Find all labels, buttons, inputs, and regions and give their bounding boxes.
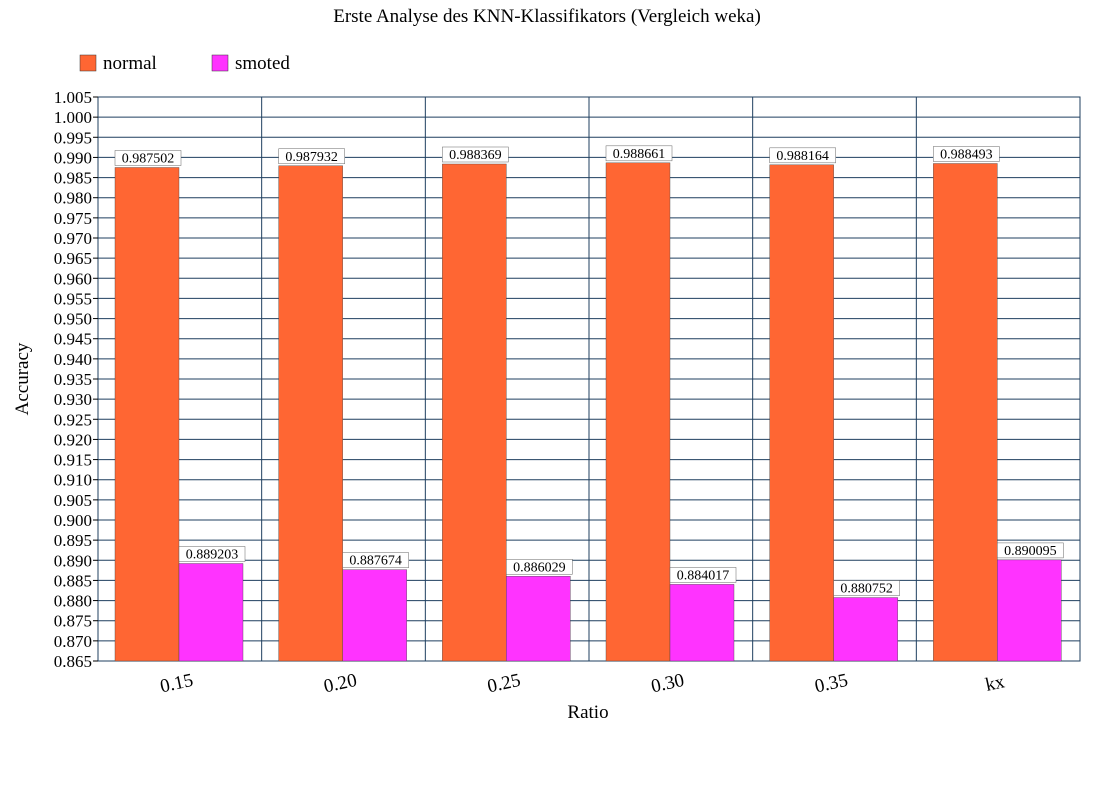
x-tick-label: 0.25 [486,670,523,697]
x-tick-label: 0.35 [813,670,850,697]
y-tick-label: 0.910 [54,471,92,490]
x-tick-label: kx [984,671,1007,696]
y-tick-label: 0.970 [54,229,92,248]
bar-normal [605,162,671,662]
bar-normal [769,164,834,662]
value-label: 0.987502 [122,151,175,166]
y-tick-label: 0.935 [54,370,92,389]
legend-swatch-smoted [211,54,229,72]
y-tick-label: 0.940 [54,350,92,369]
value-label-box [997,542,1064,559]
bar-normal [442,163,507,662]
y-tick-label: 0.870 [54,632,92,651]
y-tick-label: 0.960 [54,269,92,288]
value-label: 0.884017 [677,568,730,583]
value-label: 0.987932 [285,150,338,165]
y-tick-label: 0.980 [54,189,92,208]
y-tick-label: 0.915 [54,451,92,470]
bar-normal [933,163,998,662]
bar-smoted [833,597,898,662]
y-tick-label: 0.975 [54,209,92,228]
y-tick-label: 0.995 [54,128,92,147]
value-label-box [605,145,673,162]
value-label: 0.988369 [449,148,502,163]
value-labels: 0.987502 0.987932 0.988369 0.988661 0.988164… [114,145,1064,597]
y-tick-label: 0.920 [54,430,92,449]
value-label-box [933,146,1000,162]
value-label-box [669,567,737,583]
grid [97,96,1081,662]
y-tick-label: 0.950 [54,310,92,329]
y-tick-label: 0.865 [54,652,92,671]
y-tick-label: 0.965 [54,249,92,268]
value-label-box [114,150,182,166]
y-tick-label: 0.985 [54,169,92,188]
value-label: 0.988661 [613,147,666,162]
value-label: 0.889203 [186,547,239,562]
y-tick-label: 0.955 [54,289,92,308]
value-label-box [442,146,509,163]
y-tick-label: 0.885 [54,571,92,590]
y-tick-label: 0.895 [54,531,92,550]
legend-label-smoted: smoted [235,53,290,74]
x-axis-ticks: 0.15 0.20 0.25 0.30 0.35 kx [158,670,1007,697]
value-label: 0.988493 [940,147,993,162]
legend: normal smoted [79,53,290,74]
bar-smoted [506,576,571,662]
bar-smoted [997,559,1062,662]
legend-swatch-normal [79,54,97,72]
value-label: 0.988164 [776,149,829,164]
bar-smoted [342,569,407,662]
value-label: 0.890095 [1004,544,1057,559]
value-label: 0.886029 [513,560,566,575]
legend-label-normal: normal [103,53,157,74]
y-tick-label: 1.005 [54,88,92,107]
bar-normal [114,167,180,662]
value-label-box [178,546,246,562]
bar-smoted [669,584,735,662]
value-label-box [769,147,836,164]
x-tick-label: 0.15 [158,670,195,697]
y-tick-label: 0.990 [54,148,92,167]
x-tick-label: 0.30 [649,670,686,697]
value-label-box [342,552,409,568]
x-tick-label: 0.20 [322,670,359,697]
y-tick-label: 0.900 [54,511,92,530]
value-label: 0.887674 [349,554,402,569]
value-label: 0.880752 [840,582,893,597]
bar-normal [278,165,343,662]
y-tick-label: 0.945 [54,330,92,349]
value-label-box [506,559,573,575]
y-tick-label: 0.890 [54,551,92,570]
y-tick-label: 1.000 [54,108,92,127]
value-label-box [278,148,345,165]
y-tick-label: 0.930 [54,390,92,409]
y-axis-label: Accuracy [12,342,33,415]
y-tick-label: 0.925 [54,410,92,429]
chart-title: Erste Analyse des KNN-Klassifikators (Ve… [333,6,761,27]
y-tick-label: 0.880 [54,592,92,611]
value-label-box [833,580,900,596]
y-tick-label: 0.875 [54,612,92,631]
y-tick-label: 0.905 [54,491,92,510]
x-axis-label: Ratio [567,702,608,723]
bars [114,162,1062,662]
bar-smoted [178,563,244,662]
